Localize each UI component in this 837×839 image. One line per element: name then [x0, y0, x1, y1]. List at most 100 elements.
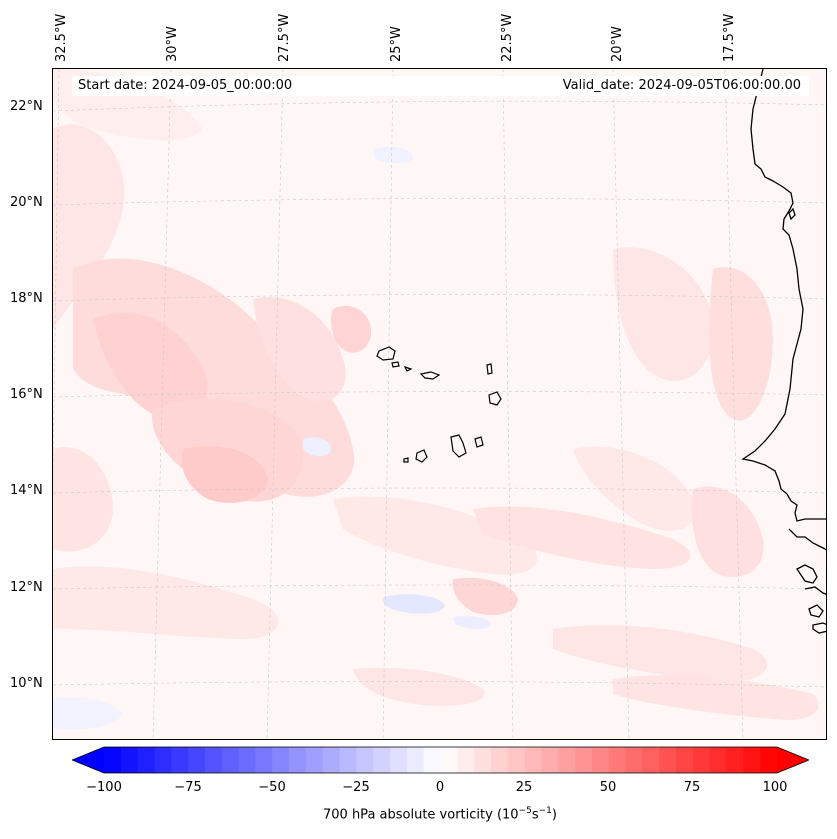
lat-label: 20°N [10, 195, 43, 210]
lon-label: 17.5°W [722, 13, 737, 62]
coastline-path [788, 207, 796, 221]
island-outline [376, 346, 396, 361]
colorbar-cell [524, 747, 542, 773]
map-panel[interactable] [52, 68, 827, 740]
coastline-path [808, 604, 824, 618]
colorbar-cell [642, 747, 660, 773]
colorbar-tick: −25 [342, 780, 370, 795]
colorbar-cell [591, 747, 610, 773]
date-info-bar: Start date: 2024-09-05_00:00:00 Valid_da… [72, 76, 809, 96]
island-outline [419, 371, 441, 380]
colorbar [72, 746, 809, 774]
colorbar-extend-max [777, 747, 809, 773]
colorbar-tick: −100 [86, 780, 122, 795]
lon-label: 27.5°W [277, 13, 292, 62]
colorbar-cell [575, 747, 593, 773]
colorbar-tick: −75 [174, 780, 202, 795]
lat-label: 10°N [10, 676, 43, 691]
island-outline [403, 457, 409, 463]
colorbar-cell [507, 747, 526, 773]
colorbar-tick: 0 [435, 780, 445, 795]
island-outline [486, 363, 493, 375]
colorbar-cell [120, 747, 139, 773]
lon-label: 32.5°W [54, 13, 69, 62]
graticule [53, 69, 826, 739]
lon-label: 20°W [610, 26, 625, 62]
positive-vorticity-region [53, 566, 279, 639]
colorbar-cell [305, 747, 324, 773]
colorbar-cell [137, 747, 155, 773]
positive-vorticity-region [53, 124, 125, 329]
positive-vorticity-region [353, 667, 485, 706]
colorbar-tick: 50 [599, 780, 617, 795]
lon-label: 25°W [389, 26, 404, 62]
colorbar-cell [154, 747, 172, 773]
colorbar-cell [188, 747, 206, 773]
lon-label: 22.5°W [500, 13, 515, 62]
colorbar-cell [659, 747, 677, 773]
island-outline [415, 449, 428, 463]
colorbar-extend-min [72, 747, 104, 773]
island-outline [474, 436, 484, 448]
colorbar-cell [541, 747, 559, 773]
island-outline [403, 365, 413, 372]
colorbar-tick: 75 [683, 780, 701, 795]
positive-vorticity-region [452, 577, 518, 616]
colorbar-cells [72, 747, 809, 773]
colorbar-cell [238, 747, 256, 773]
colorbar-tick: 100 [762, 780, 788, 795]
lon-label: 30°W [165, 26, 180, 62]
lat-label: 14°N [10, 483, 43, 498]
colorbar-cell [204, 747, 223, 773]
coastline-path [812, 622, 826, 634]
positive-vorticity-region [691, 486, 764, 578]
negative-vorticity-region [53, 697, 123, 730]
colorbar-cell [322, 747, 341, 773]
positive-vorticity-region [253, 297, 346, 402]
colorbar-outline [72, 746, 809, 774]
negative-vorticity-region [453, 616, 492, 629]
colorbar-cell [558, 747, 576, 773]
colorbar-cell [104, 747, 122, 773]
colorbar-cell [474, 747, 492, 773]
colorbar-cell [289, 747, 307, 773]
colorbar-cell [625, 747, 643, 773]
positive-vorticity-region [93, 312, 208, 421]
coastline-path [796, 564, 818, 584]
colorbar-cell [272, 747, 290, 773]
positive-vorticity-region [613, 674, 819, 720]
colorbar-cell [743, 747, 761, 773]
cabo-verde-islands [376, 346, 502, 463]
colorbar-cell [390, 747, 408, 773]
colorbar-cell [423, 747, 441, 773]
lat-label: 12°N [10, 580, 43, 595]
positive-vorticity-region [573, 446, 695, 531]
island-outline [391, 361, 400, 368]
island-outline [450, 434, 467, 458]
vorticity-field [53, 69, 826, 739]
valid-date-label: Valid_date: 2024-09-05T06:00:00.00 [562, 78, 801, 93]
positive-vorticity-region [709, 267, 773, 421]
colorbar-cell [356, 747, 374, 773]
coastline [741, 69, 826, 634]
lat-label: 16°N [10, 387, 43, 402]
positive-vorticity-region [553, 625, 768, 682]
colorbar-cell [726, 747, 744, 773]
vorticity-shading [53, 69, 819, 730]
positive-vorticity-region [181, 445, 268, 503]
colorbar-cell [171, 747, 189, 773]
colorbar-cell [440, 747, 458, 773]
positive-vorticity-region [333, 496, 538, 575]
colorbar-cell [221, 747, 240, 773]
colorbar-cell [490, 747, 509, 773]
coastline-path [804, 586, 826, 595]
negative-vorticity-region [373, 146, 414, 164]
colorbar-cell [692, 747, 711, 773]
positive-vorticity-region [53, 447, 113, 552]
colorbar-cell [676, 747, 694, 773]
colorbar-tick: −50 [258, 780, 286, 795]
lat-label: 22°N [10, 99, 43, 114]
coastline-path [788, 528, 826, 551]
colorbar-cell [373, 747, 391, 773]
colorbar-tick: 25 [515, 780, 533, 795]
